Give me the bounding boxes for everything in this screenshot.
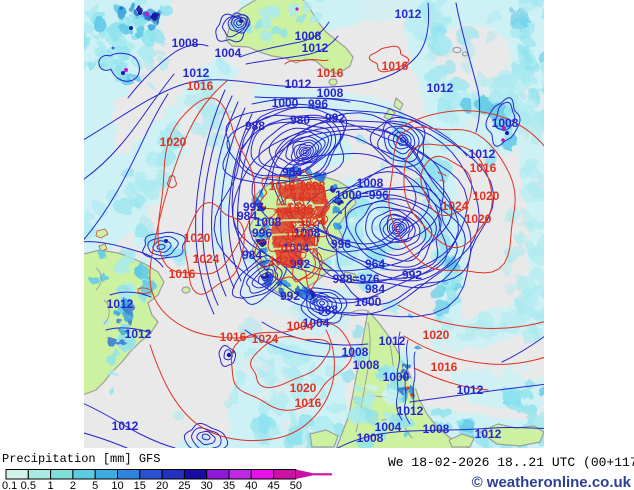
svg-text:1016: 1016 [187, 79, 214, 93]
svg-text:1012: 1012 [395, 7, 422, 21]
svg-text:1020: 1020 [269, 254, 296, 268]
svg-text:1000: 1000 [355, 295, 382, 309]
svg-text:1016: 1016 [382, 59, 409, 73]
svg-text:1020: 1020 [473, 189, 500, 203]
svg-text:1008: 1008 [342, 345, 369, 359]
svg-text:1012: 1012 [427, 81, 454, 95]
svg-text:1016: 1016 [295, 396, 322, 410]
svg-text:© weatheronline.co.uk: © weatheronline.co.uk [472, 474, 632, 490]
svg-text:We 18-02-2026 18..21 UTC (00+1: We 18-02-2026 18..21 UTC (00+117 [388, 455, 634, 470]
svg-text:988: 988 [318, 303, 338, 317]
svg-text:1024: 1024 [252, 332, 279, 346]
svg-text:1000=996: 1000=996 [335, 188, 389, 202]
svg-text:1008: 1008 [294, 226, 321, 240]
svg-text:1008: 1008 [353, 358, 380, 372]
svg-text:1020: 1020 [184, 231, 211, 245]
svg-text:1008: 1008 [357, 176, 384, 190]
svg-text:1008: 1008 [357, 431, 384, 445]
svg-text:1008: 1008 [492, 116, 519, 130]
svg-text:1008: 1008 [172, 36, 199, 50]
svg-text:1020: 1020 [423, 328, 450, 342]
svg-text:1012: 1012 [379, 334, 406, 348]
svg-text:984: 984 [237, 209, 257, 223]
svg-text:1036: 1036 [287, 202, 314, 216]
svg-text:10: 10 [111, 480, 123, 490]
svg-text:15: 15 [134, 480, 146, 490]
svg-text:992: 992 [243, 200, 263, 214]
svg-text:5: 5 [92, 480, 98, 490]
svg-text:992: 992 [290, 257, 310, 271]
svg-text:996: 996 [308, 97, 328, 111]
svg-text:1020: 1020 [465, 212, 492, 226]
svg-text:1012: 1012 [183, 66, 210, 80]
svg-text:1016: 1016 [269, 179, 296, 193]
svg-text:1004: 1004 [287, 319, 314, 333]
svg-text:50: 50 [290, 480, 302, 490]
svg-text:1012: 1012 [302, 41, 329, 55]
svg-text:992: 992 [280, 289, 300, 303]
svg-text:2: 2 [70, 480, 76, 490]
svg-text:984: 984 [242, 248, 262, 262]
svg-text:Precipitation [mm] GFS: Precipitation [mm] GFS [2, 452, 160, 466]
svg-text:996: 996 [252, 226, 272, 240]
svg-text:1012: 1012 [475, 427, 502, 441]
svg-text:1024: 1024 [299, 215, 326, 229]
svg-text:25: 25 [178, 480, 190, 490]
svg-text:1: 1 [48, 480, 54, 490]
svg-text:980: 980 [290, 113, 310, 127]
svg-text:1016: 1016 [220, 330, 247, 344]
svg-text:35: 35 [223, 480, 235, 490]
svg-text:1012: 1012 [457, 383, 484, 397]
svg-text:30: 30 [201, 480, 213, 490]
svg-text:1020: 1020 [160, 135, 187, 149]
svg-text:1000: 1000 [272, 96, 299, 110]
svg-text:992: 992 [325, 111, 345, 125]
svg-text:1040: 1040 [285, 229, 312, 243]
svg-text:984: 984 [282, 165, 302, 179]
svg-text:1024: 1024 [193, 252, 220, 266]
svg-text:1020: 1020 [290, 381, 317, 395]
svg-text:1032: 1032 [292, 190, 319, 204]
svg-text:1012: 1012 [397, 404, 424, 418]
svg-text:1008: 1008 [423, 422, 450, 436]
svg-text:1016: 1016 [431, 360, 458, 374]
svg-text:1004: 1004 [303, 316, 330, 330]
svg-text:984: 984 [365, 282, 385, 296]
svg-text:20: 20 [156, 480, 168, 490]
svg-text:1012: 1012 [112, 419, 139, 433]
svg-text:1000: 1000 [383, 370, 410, 384]
svg-text:964: 964 [365, 257, 385, 271]
svg-text:1004: 1004 [283, 241, 310, 255]
svg-text:1012: 1012 [469, 147, 496, 161]
svg-text:988: 988 [245, 119, 265, 133]
svg-text:1032: 1032 [279, 242, 306, 256]
svg-text:1016: 1016 [470, 161, 497, 175]
svg-text:1012: 1012 [285, 77, 312, 91]
svg-text:1024: 1024 [442, 199, 469, 213]
svg-text:0.5: 0.5 [21, 480, 36, 490]
svg-text:1016: 1016 [317, 66, 344, 80]
svg-text:996: 996 [331, 237, 351, 251]
svg-text:0.1: 0.1 [2, 480, 17, 490]
svg-text:988=976: 988=976 [332, 272, 379, 286]
svg-text:1028: 1028 [299, 179, 326, 193]
svg-text:1004: 1004 [215, 46, 242, 60]
svg-text:1008: 1008 [255, 215, 282, 229]
svg-text:1004: 1004 [375, 420, 402, 434]
svg-text:1012: 1012 [125, 327, 152, 341]
svg-text:1016: 1016 [169, 267, 196, 281]
svg-text:1008: 1008 [317, 86, 344, 100]
svg-text:40: 40 [245, 480, 257, 490]
svg-text:1008: 1008 [295, 29, 322, 43]
svg-text:45: 45 [267, 480, 279, 490]
svg-text:1012: 1012 [107, 297, 134, 311]
svg-text:992: 992 [402, 268, 422, 282]
